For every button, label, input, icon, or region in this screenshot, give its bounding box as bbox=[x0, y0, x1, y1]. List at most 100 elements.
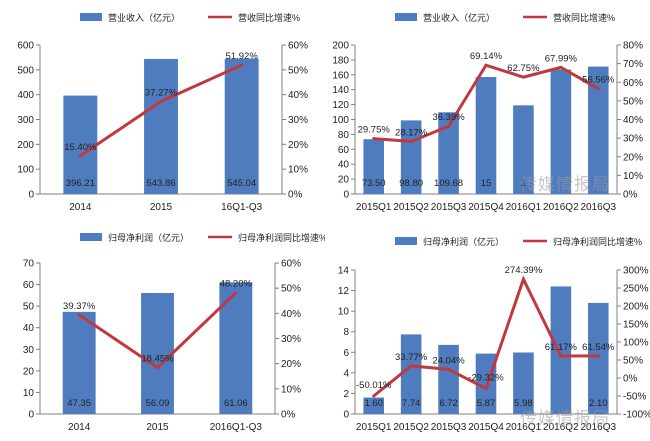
category-label: 2016Q3 bbox=[580, 202, 616, 213]
growth-value-label: 67.99% bbox=[545, 53, 578, 64]
growth-value-label: 61.54% bbox=[582, 342, 615, 353]
growth-point bbox=[240, 63, 244, 67]
right-tick-label: -100% bbox=[623, 410, 650, 421]
left-tick-label: 10 bbox=[338, 307, 350, 318]
growth-point bbox=[234, 291, 238, 295]
left-tick-label: 80 bbox=[338, 130, 350, 141]
left-tick-label: 140 bbox=[332, 85, 349, 96]
bar bbox=[62, 311, 96, 414]
category-label: 2016Q1 bbox=[506, 422, 542, 433]
bar bbox=[513, 352, 534, 414]
left-tick-label: 120 bbox=[332, 100, 349, 111]
legend-bar-swatch bbox=[395, 13, 417, 21]
bar-value-label: 56.09 bbox=[146, 398, 170, 409]
left-tick-label: 200 bbox=[332, 41, 349, 52]
right-tick-label: 30% bbox=[623, 134, 643, 145]
left-tick-label: 8 bbox=[343, 327, 349, 338]
chart-panel-3: 归母净利润（亿元） 归母净利润同比增速% 0 10 20 30 40 50 60 70 0% 10% 2… bbox=[0, 218, 327, 436]
growth-value-label: -50.01% bbox=[356, 380, 392, 391]
growth-value-label: 62.75% bbox=[507, 63, 540, 74]
growth-point bbox=[447, 367, 451, 371]
growth-point bbox=[77, 313, 81, 317]
category-label: 2015Q3 bbox=[431, 202, 467, 213]
growth-value-label: 274.39% bbox=[505, 265, 543, 276]
right-tick-label: 40% bbox=[623, 115, 643, 126]
growth-value-label: 33.77% bbox=[395, 352, 428, 363]
growth-value-label: 39.37% bbox=[63, 301, 96, 312]
chart-panel-2: 营业收入（亿元） 营收同比增速% 0 20 40 60 80 100 120 140 160 180 2… bbox=[325, 0, 650, 218]
bar-value-label: 545.04 bbox=[227, 178, 256, 189]
growth-value-label: 56.56% bbox=[582, 75, 615, 86]
category-label: 2014 bbox=[69, 202, 92, 213]
left-tick-label: 160 bbox=[332, 70, 349, 81]
left-tick-label: 200 bbox=[17, 140, 34, 151]
right-tick-label: 0% bbox=[288, 190, 303, 201]
left-tick-label: 180 bbox=[332, 55, 349, 66]
right-tick-label: 80% bbox=[623, 41, 643, 52]
growth-point bbox=[409, 364, 413, 368]
right-tick-label: 40% bbox=[288, 90, 308, 101]
right-tick-label: 50% bbox=[623, 356, 643, 367]
category-label: 2016Q2 bbox=[543, 422, 579, 433]
growth-value-label: 15.40% bbox=[64, 142, 97, 153]
bar bbox=[587, 66, 609, 194]
left-tick-label: 100 bbox=[17, 165, 34, 176]
bar bbox=[363, 397, 385, 414]
legend-bar-label: 营业收入（亿元） bbox=[108, 12, 180, 23]
right-tick-label: 0% bbox=[623, 374, 638, 385]
bar-value-label: 61.06 bbox=[224, 398, 248, 409]
left-tick-label: 2 bbox=[343, 389, 349, 400]
bar bbox=[550, 69, 572, 194]
bar-value-label: 109.68 bbox=[434, 178, 463, 189]
left-tick-label: 20 bbox=[23, 366, 35, 377]
right-tick-label: 0% bbox=[623, 190, 638, 201]
growth-point bbox=[156, 366, 159, 370]
right-tick-label: 10% bbox=[288, 165, 308, 176]
bar bbox=[224, 58, 259, 194]
left-tick-label: 6 bbox=[343, 348, 349, 359]
category-label: 2016Q3 bbox=[580, 422, 616, 433]
right-tick-label: 250% bbox=[623, 284, 649, 295]
legend-line-label: 归母净利润同比增速% bbox=[553, 236, 642, 247]
growth-value-label: 18.45% bbox=[141, 354, 174, 365]
right-tick-label: 20% bbox=[623, 152, 643, 163]
growth-value-label: 24.04% bbox=[432, 355, 465, 366]
left-tick-label: 600 bbox=[17, 41, 34, 52]
growth-point bbox=[484, 387, 488, 391]
legend-line-label: 营收同比增速% bbox=[238, 12, 300, 23]
right-tick-label: 300% bbox=[623, 266, 649, 277]
category-label: 2016Q2 bbox=[543, 202, 579, 213]
left-tick-label: 30 bbox=[23, 345, 35, 356]
left-tick-label: 0 bbox=[343, 410, 349, 421]
growth-value-label: 61.17% bbox=[545, 342, 578, 353]
growth-point bbox=[596, 87, 600, 91]
left-tick-label: 60 bbox=[23, 280, 35, 291]
left-tick-label: 0 bbox=[343, 190, 349, 201]
category-label: 16Q1-Q3 bbox=[221, 202, 263, 213]
right-tick-label: 50% bbox=[281, 284, 301, 295]
right-tick-label: 150% bbox=[623, 320, 649, 331]
right-tick-label: 20% bbox=[281, 359, 301, 370]
category-label: 2015Q4 bbox=[468, 422, 504, 433]
left-tick-label: 300 bbox=[17, 115, 34, 126]
left-tick-label: 20 bbox=[338, 175, 350, 186]
left-tick-label: 14 bbox=[338, 266, 350, 277]
chart-revenue-annual: 营业收入（亿元） 营收同比增速% 0 100 200 300 400 500 600 0% 10% 2… bbox=[17, 12, 308, 213]
left-tick-label: 10 bbox=[23, 388, 35, 399]
bar-value-label: 6.72 bbox=[439, 398, 458, 409]
category-label: 2015Q2 bbox=[393, 422, 429, 433]
bar-value-label: 47.35 bbox=[67, 398, 91, 409]
bar bbox=[587, 302, 609, 414]
bar bbox=[141, 293, 174, 414]
category-label: 2016Q1-Q3 bbox=[210, 422, 263, 433]
category-label: 2015Q3 bbox=[431, 422, 467, 433]
growth-value-label: 29.75% bbox=[358, 125, 391, 136]
left-tick-label: 100 bbox=[332, 115, 349, 126]
growth-point bbox=[559, 65, 563, 69]
right-tick-label: 0% bbox=[281, 410, 296, 421]
category-label: 2016Q1 bbox=[506, 202, 542, 213]
growth-value-label: 69.14% bbox=[470, 51, 503, 62]
bar-value-label: 98.80 bbox=[399, 178, 423, 189]
growth-point bbox=[596, 354, 600, 358]
right-tick-label: -50% bbox=[623, 392, 646, 403]
